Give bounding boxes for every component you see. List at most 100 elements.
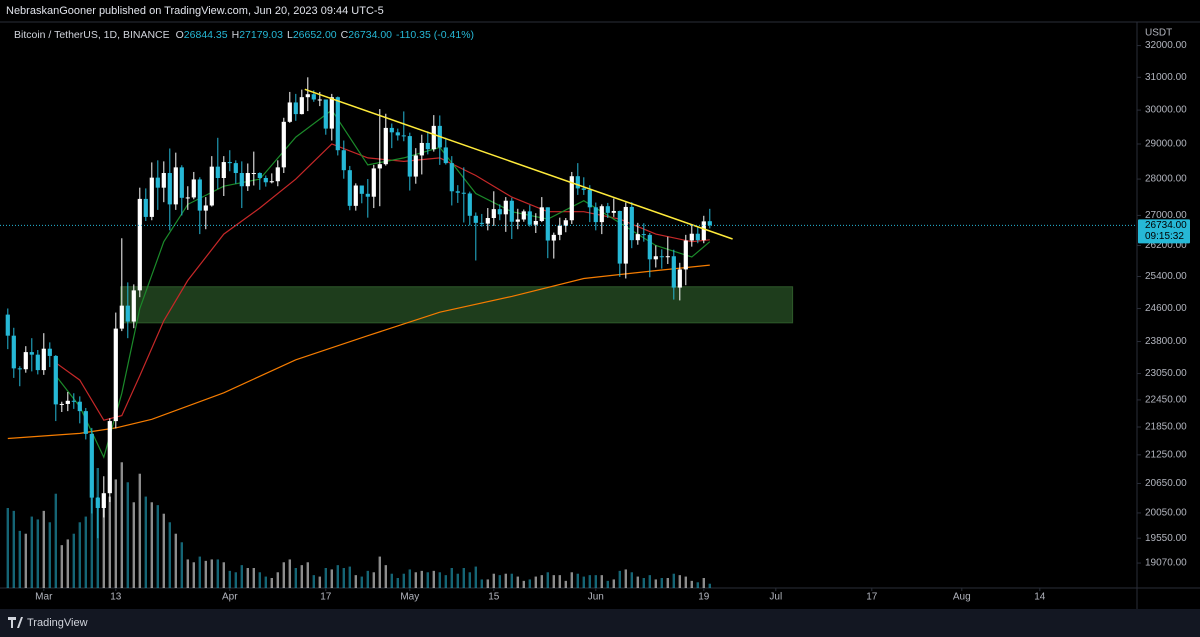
candle-body	[413, 155, 418, 177]
volume-bar	[396, 578, 399, 588]
candle-body	[227, 162, 232, 164]
x-tick-label: 17	[320, 592, 332, 603]
volume-bar	[300, 565, 303, 588]
volume-bar	[348, 566, 351, 588]
candle-body	[83, 411, 88, 434]
candle-body	[95, 497, 100, 508]
candle-body	[677, 269, 682, 288]
candle-body	[599, 206, 604, 223]
volume-bar	[318, 576, 321, 588]
candle-body	[203, 205, 208, 211]
volume-bar	[546, 572, 549, 588]
candle-body	[89, 433, 94, 498]
volume-bar	[378, 556, 381, 588]
candle-body	[353, 185, 358, 206]
last-price-box	[1138, 219, 1190, 244]
volume-bar	[240, 565, 243, 588]
candle-body	[221, 162, 226, 178]
candle-body	[587, 189, 592, 208]
candle-body	[287, 102, 292, 122]
volume-bar	[390, 573, 393, 588]
countdown-label: 09:15:32	[1145, 231, 1184, 242]
candle-body	[59, 403, 64, 405]
candle-body	[443, 147, 448, 164]
volume-bar	[564, 580, 567, 588]
volume-bar	[270, 578, 273, 588]
candle-body	[155, 177, 160, 188]
volume-bar	[42, 510, 45, 588]
candle-body	[431, 125, 436, 150]
candle-body	[293, 102, 298, 115]
candle-body	[635, 234, 640, 241]
candle-body	[533, 220, 538, 225]
y-tick-label: 20050.00	[1145, 508, 1187, 519]
volume-bar	[678, 575, 681, 588]
candle-body	[359, 185, 364, 194]
candle-body	[491, 209, 496, 219]
x-tick-label: 17	[866, 592, 878, 603]
volume-bar	[252, 568, 255, 588]
candle-body	[341, 150, 346, 171]
legend-symbol: Bitcoin / TetherUS, 1D, BINANCE	[14, 29, 170, 41]
candle-body	[317, 99, 322, 101]
y-tick-label: 30000.00	[1145, 105, 1187, 116]
x-tick-label: Mar	[35, 592, 53, 603]
candle-body	[197, 179, 202, 211]
candle-body	[689, 233, 694, 241]
volume-bar	[324, 568, 327, 588]
volume-bar	[126, 482, 129, 588]
volume-bar	[474, 566, 477, 588]
candle-body	[647, 234, 652, 260]
candle-body	[161, 173, 166, 188]
volume-bar	[264, 576, 267, 588]
candle-body	[23, 352, 28, 370]
y-tick-label: 22450.00	[1145, 395, 1187, 406]
volume-bar	[144, 496, 147, 588]
volume-bar	[192, 562, 195, 588]
volume-bar	[78, 522, 81, 588]
volume-bar	[456, 573, 459, 588]
candle-body	[209, 166, 214, 206]
candle-body	[239, 173, 244, 187]
legend-value: 26734.00	[348, 29, 392, 41]
volume-bar	[372, 572, 375, 588]
volume-bar	[552, 575, 555, 588]
volume-bar	[594, 575, 597, 588]
volume-bar	[72, 533, 75, 588]
volume-bar	[228, 570, 231, 588]
candle-body	[419, 142, 424, 156]
volume-bar	[408, 569, 411, 588]
volume-bar	[384, 565, 387, 588]
candle-body	[179, 167, 184, 198]
brand-logo	[8, 617, 23, 628]
volume-bar	[618, 570, 621, 588]
volume-bar	[498, 575, 501, 588]
candle-body	[269, 181, 274, 183]
candle-body	[551, 234, 556, 241]
volume-bar	[198, 556, 201, 588]
x-tick-label: 19	[698, 592, 710, 603]
volume-bar	[570, 572, 573, 588]
candle-body	[41, 348, 46, 371]
candle-body	[509, 200, 514, 222]
legend-key: O	[176, 29, 184, 41]
candle-body	[707, 221, 712, 226]
volume-bar	[342, 568, 345, 588]
volume-bar	[354, 575, 357, 588]
candle-body	[605, 206, 610, 213]
volume-bar	[204, 560, 207, 588]
y-tick-label: 26200.00	[1145, 240, 1187, 251]
candle-body	[497, 209, 502, 215]
volume-bar	[222, 562, 225, 588]
overlay-line	[304, 88, 733, 240]
candle-body	[515, 219, 520, 222]
last-price-label: 26734.00	[1145, 220, 1187, 231]
candle-body	[653, 256, 658, 260]
y-tick-label: 19070.00	[1145, 558, 1187, 569]
volume-bar	[540, 575, 543, 588]
candle-body	[53, 355, 58, 405]
y-tick-label: 28000.00	[1145, 174, 1187, 185]
volume-bar	[180, 542, 183, 588]
volume-bar	[216, 559, 219, 588]
